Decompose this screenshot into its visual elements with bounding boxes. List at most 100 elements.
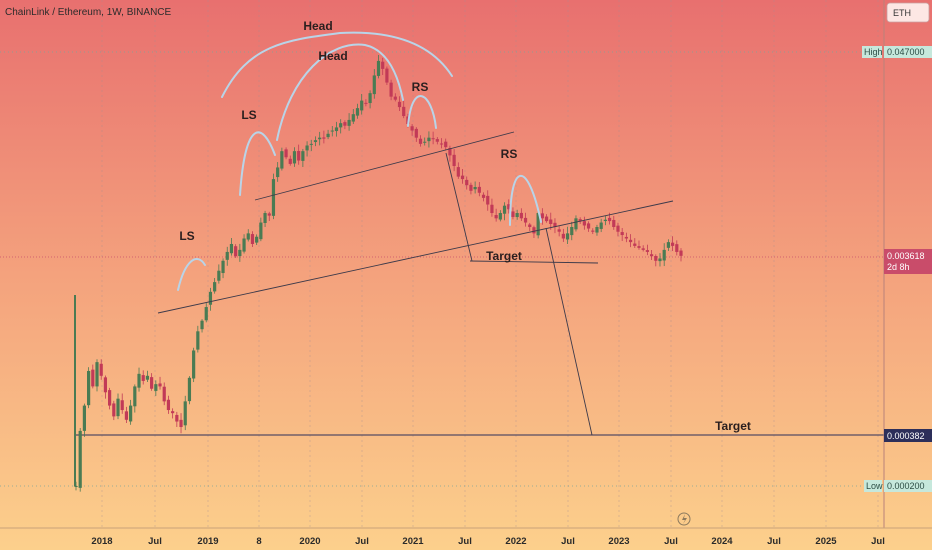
candle-body: [666, 242, 670, 248]
candle-body: [612, 219, 616, 228]
candle-body: [649, 254, 654, 257]
candle-body: [196, 331, 200, 350]
candle-body: [381, 61, 385, 69]
candle-body: [540, 213, 544, 219]
candle-body: [641, 248, 645, 250]
candle-body: [154, 384, 158, 391]
candle-body: [637, 246, 641, 248]
candle-body: [599, 222, 603, 229]
candle-body: [246, 233, 250, 240]
candle-body: [549, 219, 553, 225]
x-tick-label: Jul: [767, 536, 781, 547]
candle-body: [305, 145, 309, 151]
candle-body: [74, 486, 78, 487]
candle-body: [133, 386, 137, 407]
pattern-arcs[interactable]: [177, 31, 542, 291]
x-tick-label: 2019: [197, 536, 218, 547]
target-value: 0.000382: [887, 431, 925, 441]
candle-body: [465, 179, 469, 186]
candle-body: [171, 411, 175, 414]
drop-line-2: [545, 227, 593, 436]
candle-body: [255, 236, 259, 243]
candle-body: [179, 419, 183, 428]
lightning-icon[interactable]: [677, 512, 691, 526]
candle-body: [221, 260, 225, 274]
candle-body: [507, 204, 511, 210]
candle-body: [490, 204, 494, 214]
candle-body: [217, 270, 221, 281]
current-value: 0.003618: [887, 251, 925, 261]
candle-body: [486, 195, 490, 205]
candle-body: [78, 430, 82, 488]
candle-body: [187, 377, 192, 402]
candle-body: [368, 93, 372, 104]
x-tick-label: Jul: [148, 536, 162, 547]
chart-title: ChainLink / Ethereum, 1W, BINANCE: [5, 7, 172, 18]
x-tick-label: 2025: [815, 536, 837, 547]
neckline-small: [254, 131, 515, 201]
label-rs-lower: RS: [501, 147, 518, 161]
candle-body: [360, 100, 364, 111]
neckline-large: [157, 200, 674, 314]
candle-body: [670, 242, 675, 246]
candle-body: [603, 219, 607, 222]
label-target-lower: Target: [715, 419, 751, 433]
candle-body: [116, 398, 120, 417]
candle-body: [150, 377, 154, 389]
candle-body: [103, 377, 108, 393]
low-value: 0.000200: [887, 481, 925, 491]
candle-body: [561, 233, 565, 239]
label-target-upper: Target: [486, 249, 522, 263]
candle-body: [607, 217, 612, 222]
x-tick-label: 2024: [711, 536, 733, 547]
candle-body: [91, 369, 95, 387]
drop-line-1: [445, 152, 473, 262]
candle-body: [570, 227, 574, 236]
candle-body: [376, 60, 381, 76]
candle-body: [423, 141, 427, 143]
candle-body: [536, 213, 540, 236]
candle-body: [402, 106, 406, 117]
candles-group: [74, 54, 683, 492]
candle-body: [347, 119, 351, 126]
symbol-badge[interactable]: ETH: [886, 2, 930, 23]
candle-body: [532, 227, 536, 234]
candle-body: [99, 363, 103, 376]
label-rs-upper: RS: [412, 80, 429, 94]
candle-body: [284, 149, 288, 158]
candle-body: [557, 229, 561, 232]
candle-body: [192, 350, 196, 379]
candle-body: [460, 175, 465, 180]
candle-body: [628, 239, 633, 243]
candle-body: [292, 151, 297, 164]
current-price-tag: 0.003618 2d 8h: [884, 249, 932, 274]
candle-body: [523, 217, 528, 223]
candle-body: [271, 179, 276, 216]
low-price-tag: Low 0.000200: [864, 480, 932, 492]
candle-body: [339, 123, 343, 128]
candle-body: [250, 234, 255, 244]
candle-body: [410, 126, 414, 131]
candle-body: [313, 140, 318, 143]
candle-body: [658, 258, 662, 262]
target-price-tag: 0.000382: [884, 429, 932, 442]
candle-body: [654, 255, 658, 261]
trend-lines[interactable]: [157, 131, 674, 436]
candle-body: [473, 187, 477, 190]
candle-body: [444, 141, 448, 148]
candle-body: [469, 184, 473, 191]
x-tick-label: 2018: [91, 536, 112, 547]
candle-body: [145, 375, 150, 380]
time-axis-labels: 2018 Jul 2019 8 2020 Jul 2021 Jul 2022 Jul 2023 Jul…: [91, 536, 884, 547]
arc-ls-upper: [239, 131, 276, 196]
x-tick-label: 2023: [608, 536, 629, 547]
candle-body: [574, 218, 578, 230]
label-head-outer: Head: [303, 19, 332, 33]
candle-body: [208, 291, 213, 305]
candle-body: [238, 249, 242, 257]
candle-body: [528, 224, 532, 228]
candle-body: [234, 246, 238, 257]
candle-body: [297, 150, 301, 161]
candle-body: [112, 403, 116, 417]
